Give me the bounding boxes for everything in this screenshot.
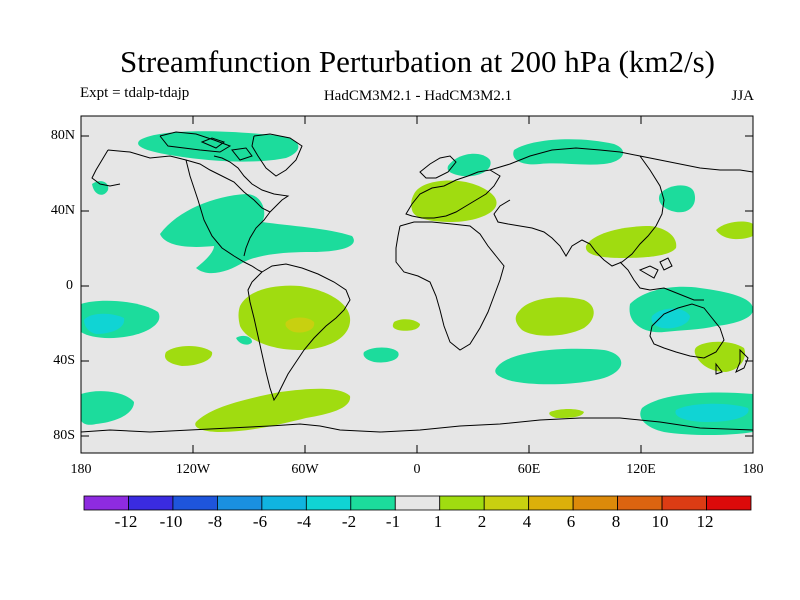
colorbar-swatch — [706, 495, 752, 511]
lat-label-80n: 80N — [50, 128, 75, 143]
contour-green-antarctic-small — [549, 409, 584, 418]
contour-green-south-america — [238, 285, 351, 350]
season-label: JJA — [731, 88, 754, 104]
contour-teal-indian-ocean-south — [495, 348, 622, 385]
lon-label-180e: 180 — [742, 462, 764, 477]
coastline-australia — [649, 303, 725, 375]
model-label: HadCM3M2.1 - HadCM3M2.1 — [323, 88, 513, 104]
colorbar-label: -1 — [385, 512, 401, 531]
colorbar-swatch — [350, 495, 396, 511]
colorbar-label: 6 — [566, 512, 576, 531]
lon-label-0: 0 — [413, 462, 421, 477]
contour-teal-japan — [658, 185, 696, 213]
contour-cyan-core-southern-ocean — [675, 403, 749, 422]
lat-label-80s: 80S — [53, 428, 75, 443]
colorbar-label: -4 — [296, 512, 312, 531]
coastline-africa — [395, 221, 505, 351]
colorbar-label: 10 — [651, 512, 669, 531]
colorbar-label: 8 — [611, 512, 621, 531]
coastline-europe — [405, 155, 501, 219]
coastline-asia — [489, 147, 753, 267]
colorbar-swatch — [83, 495, 129, 511]
colorbar-swatch — [394, 495, 441, 511]
colorbar-label: 12 — [696, 512, 714, 531]
colorbar-label: -8 — [207, 512, 223, 531]
contour-green-antarctic — [195, 388, 351, 432]
coastlines — [81, 131, 753, 433]
coastline-greenland-arctic — [159, 131, 303, 177]
colorbar-swatch — [172, 495, 218, 511]
colorbar-label: -10 — [159, 512, 183, 531]
colorbar-label: -12 — [114, 512, 138, 531]
lon-label-60e: 60E — [517, 462, 541, 477]
contour-yellow-core-brazil — [285, 317, 315, 333]
coastline-new-zealand — [735, 348, 749, 374]
map-background — [81, 116, 753, 453]
coastline-north-america — [91, 149, 290, 273]
contour-teal-north-atlantic-us — [160, 194, 354, 274]
colorbar-label: 2 — [477, 512, 487, 531]
contour-teal-south-atlantic-patch — [236, 335, 252, 345]
colorbar-swatch — [128, 495, 174, 511]
colorbar-swatch — [572, 495, 619, 511]
lon-label-60w: 60W — [291, 462, 319, 477]
contour-cyan-core-pacific — [84, 313, 125, 334]
coastline-south-america — [247, 263, 351, 402]
coastline-southeast-asia — [619, 257, 704, 301]
coastline-antarctica — [81, 417, 753, 433]
lat-label-40s: 40S — [53, 353, 75, 368]
lat-label-0: 0 — [66, 278, 73, 293]
lon-label-120w: 120W — [175, 462, 211, 477]
contour-green-tasman — [694, 341, 746, 372]
contour-green-north-pacific — [716, 221, 753, 240]
colorbar-label: -2 — [341, 512, 357, 531]
colorbar-swatch — [305, 495, 352, 511]
colorbar-label: 4 — [522, 512, 532, 531]
colorbar-swatch — [216, 495, 263, 511]
lon-label-180w: 180 — [70, 462, 92, 477]
colorbar — [83, 495, 752, 511]
colorbar-swatch — [261, 495, 307, 511]
colorbar-label: -6 — [252, 512, 268, 531]
contour-green-south-pacific — [164, 346, 213, 366]
colorbar-swatch — [617, 495, 663, 511]
contour-teal-siberia — [513, 139, 624, 165]
colorbar-swatch — [661, 495, 707, 511]
contour-cyan-core-australia — [651, 308, 690, 329]
contour-green-atlantic-small — [392, 319, 420, 331]
lon-label-120e: 120E — [626, 462, 656, 477]
colorbar-swatch — [528, 495, 574, 511]
contour-green-indian-ocean — [515, 297, 594, 336]
colorbar-label: 1 — [433, 512, 443, 531]
colorbar-swatch — [439, 495, 485, 511]
colorbar-swatch — [483, 495, 530, 511]
contour-green-asia — [585, 226, 677, 258]
axis-ticks — [81, 116, 753, 453]
contour-teal-south-atlantic-east — [363, 347, 399, 363]
contour-teal-eurasia-north — [447, 153, 491, 177]
experiment-label: Expt = tdalp-tdajp — [80, 85, 190, 101]
lat-label-40n: 40N — [50, 203, 75, 218]
contour-green-europe — [411, 180, 497, 222]
contour-teal-southern-ocean-west — [81, 391, 134, 425]
plot-title: Streamfunction Perturbation at 200 hPa (… — [120, 44, 715, 79]
